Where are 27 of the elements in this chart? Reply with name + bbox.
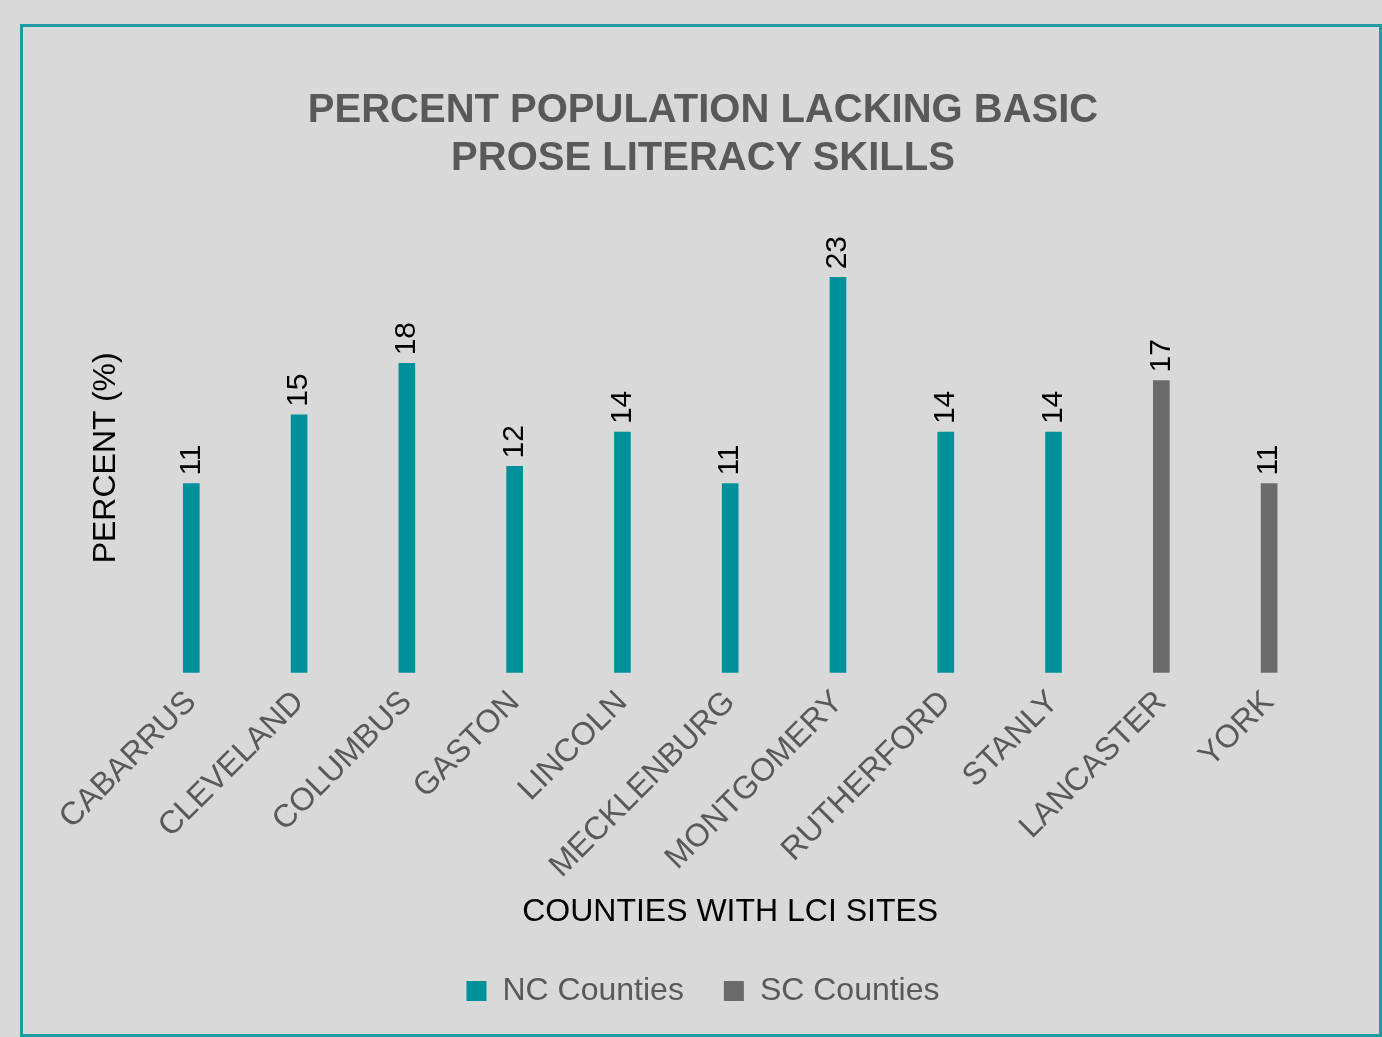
data-label: 14 bbox=[603, 390, 637, 425]
data-label: 23 bbox=[819, 236, 853, 270]
bar bbox=[829, 277, 847, 673]
legend-label: SC Counties bbox=[759, 970, 940, 1007]
data-label: 11 bbox=[172, 444, 206, 476]
data-label: 14 bbox=[1034, 390, 1068, 425]
bar bbox=[290, 414, 308, 673]
data-label: 11 bbox=[1250, 444, 1284, 476]
bar bbox=[506, 466, 523, 673]
data-label: 14 bbox=[927, 390, 961, 425]
data-label: 12 bbox=[495, 425, 529, 459]
bar bbox=[614, 431, 631, 673]
x-axis-title: COUNTIES WITH LCI SITES bbox=[522, 891, 939, 928]
chart-title: PERCENT POPULATION LACKING BASIC PROSE LITERACY SKILLS bbox=[307, 86, 1099, 179]
bar bbox=[398, 362, 416, 673]
data-label: 15 bbox=[280, 373, 314, 407]
data-label: 11 bbox=[711, 444, 745, 476]
y-axis-title: PERCENT (%) bbox=[86, 352, 123, 564]
bar bbox=[1153, 380, 1170, 673]
bar bbox=[937, 431, 955, 673]
bar bbox=[1045, 431, 1062, 673]
bar bbox=[182, 483, 200, 673]
data-label: 18 bbox=[388, 321, 422, 356]
bar bbox=[721, 483, 739, 673]
bar bbox=[1260, 483, 1278, 673]
data-label: 17 bbox=[1142, 339, 1176, 373]
legend-label: NC Counties bbox=[502, 970, 684, 1007]
